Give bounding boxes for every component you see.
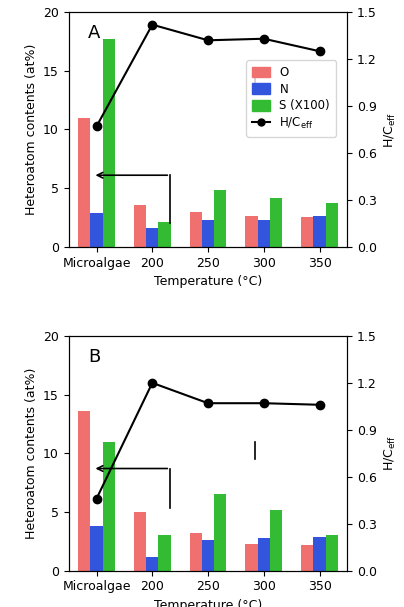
- Bar: [146, 557, 158, 571]
- Bar: [103, 441, 115, 571]
- Bar: [245, 216, 258, 247]
- Bar: [78, 411, 90, 571]
- Bar: [326, 535, 338, 571]
- Bar: [258, 220, 270, 247]
- Bar: [214, 494, 227, 571]
- Bar: [314, 216, 326, 247]
- Bar: [158, 222, 171, 247]
- Bar: [90, 526, 103, 571]
- Bar: [202, 220, 214, 247]
- Y-axis label: H/C$_{\rm eff}$: H/C$_{\rm eff}$: [383, 111, 398, 148]
- Bar: [146, 228, 158, 247]
- Y-axis label: Heteroatom contents (at%): Heteroatom contents (at%): [25, 368, 38, 539]
- Bar: [270, 509, 282, 571]
- Legend: O, N, S (X100), H/C$_{\rm eff}$: O, N, S (X100), H/C$_{\rm eff}$: [246, 60, 336, 137]
- Bar: [202, 540, 214, 571]
- Bar: [245, 544, 258, 571]
- Bar: [90, 213, 103, 247]
- X-axis label: Temperature (°C): Temperature (°C): [154, 599, 262, 607]
- Y-axis label: Heteroatom contents (at%): Heteroatom contents (at%): [25, 44, 38, 215]
- Bar: [326, 203, 338, 247]
- Y-axis label: H/C$_{\rm eff}$: H/C$_{\rm eff}$: [383, 435, 398, 472]
- Bar: [158, 535, 171, 571]
- Bar: [301, 217, 314, 247]
- Bar: [301, 544, 314, 571]
- Bar: [270, 197, 282, 247]
- X-axis label: Temperature (°C): Temperature (°C): [154, 275, 262, 288]
- Bar: [314, 537, 326, 571]
- Bar: [103, 39, 115, 247]
- Bar: [214, 191, 227, 247]
- Text: B: B: [88, 348, 101, 365]
- Bar: [258, 538, 270, 571]
- Bar: [134, 512, 146, 571]
- Text: A: A: [88, 24, 101, 42]
- Bar: [134, 205, 146, 247]
- Bar: [189, 533, 202, 571]
- Bar: [189, 212, 202, 247]
- Bar: [78, 118, 90, 247]
